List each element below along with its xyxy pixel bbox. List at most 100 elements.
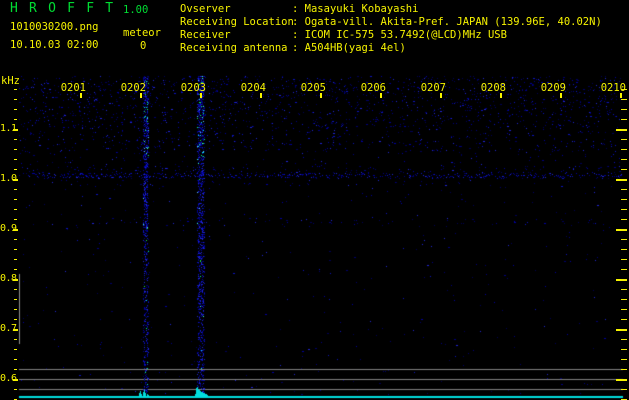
app-version: 1.00 <box>123 4 149 16</box>
y-axis-minor-tick-right <box>621 89 627 90</box>
y-axis-minor-tick-right <box>621 219 627 220</box>
y-axis-minor-tick-right <box>621 239 627 240</box>
y-axis-major-tick-right <box>616 179 627 181</box>
x-axis-minute-tick <box>500 93 502 98</box>
y-axis-minor-tick-right <box>621 259 627 260</box>
info-value: Masayuki Kobayashi <box>304 3 419 15</box>
x-axis-tick-label: 0210 <box>600 82 626 94</box>
y-axis-minor-tick-right <box>621 189 627 190</box>
x-axis-minute-tick <box>620 93 622 98</box>
y-axis-minor-tick-right <box>621 199 627 200</box>
y-axis-minor-tick-right <box>621 359 627 360</box>
x-axis-tick-label: 0209 <box>540 82 566 94</box>
y-axis-major-tick-right <box>616 379 627 381</box>
y-axis-minor-tick-right <box>621 159 627 160</box>
x-axis-minute-tick <box>140 93 142 98</box>
y-axis-minor-tick <box>14 219 17 220</box>
info-row-location: Receiving Location: Ogata-vill. Akita-Pr… <box>180 16 602 28</box>
y-axis-tick-label: 0.7 <box>0 323 17 334</box>
y-axis-major-tick-right <box>616 129 627 131</box>
x-axis-tick-label: 0208 <box>480 82 506 94</box>
y-axis-minor-tick <box>14 309 17 310</box>
x-axis-tick-label: 0202 <box>120 82 146 94</box>
x-axis-tick-label: 0203 <box>180 82 206 94</box>
y-axis-minor-tick-right <box>621 319 627 320</box>
y-axis-minor-tick-right <box>621 169 627 170</box>
y-axis-minor-tick <box>14 169 17 170</box>
y-axis-minor-tick-right <box>621 269 627 270</box>
y-axis-minor-tick <box>14 239 17 240</box>
info-row-observer: Ovserver: Masayuki Kobayashi <box>180 3 419 15</box>
y-axis-tick-label: 0.6 <box>0 373 17 384</box>
x-axis-tick-label: 0204 <box>240 82 266 94</box>
info-value: A504HB(yagi 4el) <box>304 42 406 54</box>
y-axis-minor-tick-right <box>621 139 627 140</box>
info-row-antenna: Receiving antenna: A504HB(yagi 4el) <box>180 42 406 54</box>
y-axis-major-tick-right <box>616 279 627 281</box>
x-axis-tick-label: 0201 <box>60 82 86 94</box>
y-axis-tick-label: 1.1 <box>0 123 17 134</box>
x-axis-minute-tick <box>260 93 262 98</box>
y-axis-minor-tick-right <box>621 249 627 250</box>
y-axis-minor-tick-right <box>621 99 627 100</box>
info-label: Receiver <box>180 29 231 41</box>
x-axis-minute-tick <box>80 93 82 98</box>
y-axis-tick-label: 1.0 <box>0 173 17 184</box>
info-row-receiver: Receiver: ICOM IC-575 53.7492(@LCD)MHz U… <box>180 29 507 41</box>
y-axis-minor-tick-right <box>621 369 627 370</box>
observation-datetime: 10.10.03 02:00 <box>10 39 99 51</box>
mode-label: meteor <box>123 27 161 39</box>
y-axis-minor-tick <box>14 199 17 200</box>
y-axis-major-tick <box>13 329 18 331</box>
y-axis-minor-tick <box>14 139 17 140</box>
x-axis-minute-tick <box>320 93 322 98</box>
info-label: Receiving antenna <box>180 42 288 54</box>
output-filename: 1010030200.png <box>10 21 99 33</box>
x-axis-tick-label: 0205 <box>300 82 326 94</box>
y-axis-minor-tick <box>14 149 17 150</box>
y-axis-major-tick <box>13 229 18 231</box>
y-axis-major-tick <box>13 279 18 281</box>
x-axis-minute-tick <box>560 93 562 98</box>
x-axis-tick-label: 0207 <box>420 82 446 94</box>
x-axis-minute-tick <box>440 93 442 98</box>
y-axis-minor-tick-right <box>621 309 627 310</box>
y-axis-minor-tick <box>14 349 17 350</box>
y-axis-minor-tick <box>14 259 17 260</box>
app-title: H R O F F T <box>10 1 115 16</box>
y-axis-tick-label: 0.9 <box>0 223 17 234</box>
y-axis-minor-tick <box>14 369 17 370</box>
y-axis-minor-tick <box>14 209 17 210</box>
y-axis-major-tick-right <box>616 229 627 231</box>
meteor-count: 0 <box>140 40 147 52</box>
x-axis-minute-tick <box>200 93 202 98</box>
y-axis-minor-tick-right <box>621 289 627 290</box>
y-axis-minor-tick <box>14 189 17 190</box>
y-axis-minor-tick <box>14 269 17 270</box>
y-axis-minor-tick <box>14 89 17 90</box>
y-axis-major-tick <box>13 179 18 181</box>
y-axis-major-tick-right <box>616 329 627 331</box>
x-axis-minute-tick <box>380 93 382 98</box>
y-axis-minor-tick <box>14 319 17 320</box>
y-axis-minor-tick <box>14 339 17 340</box>
y-axis-minor-tick-right <box>621 149 627 150</box>
x-axis-tick-label: 0206 <box>360 82 386 94</box>
info-label: Receiving Location <box>180 16 294 28</box>
y-axis-minor-tick <box>14 99 17 100</box>
y-axis-minor-tick <box>14 359 17 360</box>
y-axis-minor-tick <box>14 289 17 290</box>
info-value: Ogata-vill. Akita-Pref. JAPAN (139.96E, … <box>304 16 602 28</box>
y-axis-major-tick <box>13 129 18 131</box>
y-axis-minor-tick-right <box>621 389 627 390</box>
y-axis-minor-tick-right <box>621 209 627 210</box>
y-axis-unit-label: kHz <box>1 75 20 87</box>
info-value: ICOM IC-575 53.7492(@LCD)MHz USB <box>304 29 507 41</box>
info-label: Ovserver <box>180 3 231 15</box>
y-axis-minor-tick <box>14 249 17 250</box>
y-axis-minor-tick-right <box>621 119 627 120</box>
y-axis-tick-label: 0.8 <box>0 273 17 284</box>
y-axis-minor-tick-right <box>621 299 627 300</box>
